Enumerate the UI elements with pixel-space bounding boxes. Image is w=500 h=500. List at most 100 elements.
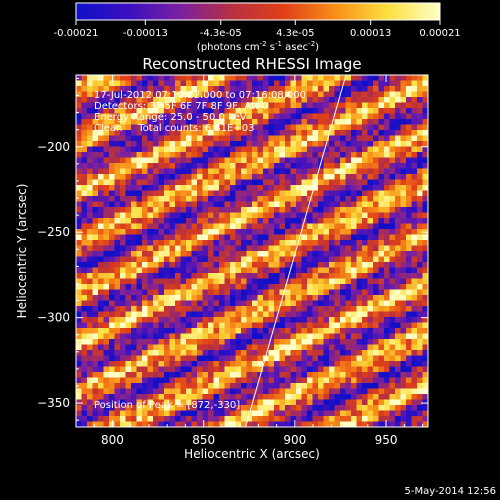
heatmap-cell [224, 223, 231, 230]
heatmap-cell [76, 405, 82, 411]
heatmap-cell [406, 119, 412, 125]
heatmap-cell [400, 223, 407, 230]
heatmap-cell [136, 86, 143, 92]
heatmap-cell [87, 146, 93, 153]
heatmap-cell [98, 289, 104, 296]
heatmap-cell [422, 185, 428, 191]
heatmap-cell [109, 394, 115, 400]
heatmap-cell [103, 256, 110, 263]
heatmap-cell [356, 421, 363, 427]
heatmap-cell [235, 267, 242, 274]
heatmap-cell [224, 218, 231, 224]
heatmap-cell [340, 108, 346, 114]
heatmap-cell [367, 273, 374, 279]
heatmap-cell [329, 388, 335, 395]
heatmap-cell [246, 218, 253, 224]
heatmap-cell [263, 229, 269, 235]
heatmap-cell [351, 295, 357, 301]
heatmap-cell [400, 240, 407, 246]
heatmap-cell [285, 344, 291, 351]
heatmap-cell [356, 240, 363, 246]
heatmap-cell [257, 300, 264, 307]
heatmap-cell [103, 344, 110, 351]
heatmap-cell [197, 388, 203, 395]
heatmap-cell [125, 388, 132, 395]
heatmap-cell [263, 284, 269, 290]
heatmap-cell [147, 201, 154, 208]
heatmap-cell [235, 289, 242, 296]
heatmap-cell [362, 174, 368, 180]
heatmap-cell [373, 300, 379, 307]
heatmap-cell [307, 240, 313, 246]
heatmap-cell [224, 146, 231, 153]
heatmap-cell [345, 207, 352, 213]
heatmap-cell [153, 416, 159, 422]
heatmap-cell [246, 190, 253, 197]
heatmap-cell [290, 245, 297, 252]
heatmap-cell [81, 410, 88, 417]
heatmap-cell [186, 333, 192, 340]
heatmap-cell [164, 322, 170, 329]
heatmap-cell [395, 152, 401, 158]
heatmap-cell [274, 163, 280, 169]
heatmap-cell [114, 108, 121, 114]
heatmap-cell [164, 212, 170, 219]
heatmap-cell [400, 421, 407, 427]
heatmap-cell [312, 119, 319, 125]
heatmap-cell [312, 311, 319, 318]
heatmap-cell [241, 108, 247, 114]
heatmap-cell [197, 152, 203, 158]
heatmap-cell [263, 163, 269, 169]
heatmap-cell [142, 339, 148, 345]
heatmap-cell [263, 152, 269, 158]
heatmap-cell [81, 212, 88, 219]
heatmap-cell [224, 289, 231, 296]
heatmap-cell [219, 306, 225, 312]
heatmap-cell [400, 317, 407, 323]
heatmap-cell [367, 372, 374, 378]
heatmap-cell [224, 278, 231, 285]
heatmap-cell [103, 141, 110, 147]
heatmap-cell [191, 278, 198, 285]
heatmap-cell [384, 317, 390, 323]
heatmap-cell [296, 251, 302, 257]
heatmap-cell [367, 245, 374, 252]
heatmap-cell [252, 102, 258, 109]
heatmap-cell [241, 119, 247, 125]
heatmap-cell [411, 284, 418, 290]
heatmap-cell [422, 278, 428, 285]
heatmap-cell [263, 289, 269, 296]
y-axis-ticks: −200−250−300−350 [37, 77, 428, 421]
heatmap-cell [296, 91, 302, 98]
heatmap-cell [235, 284, 242, 290]
heatmap-cell [340, 328, 346, 334]
heatmap-cell [197, 267, 203, 274]
heatmap-cell [362, 339, 368, 345]
heatmap-cell [378, 229, 385, 235]
heatmap-cell [147, 207, 154, 213]
heatmap-cell [334, 207, 341, 213]
heatmap-cell [87, 157, 93, 164]
heatmap-cell [202, 190, 209, 197]
heatmap-cell [103, 119, 110, 125]
heatmap-cell [180, 416, 187, 422]
heatmap-cell [109, 163, 115, 169]
heatmap-cell [312, 223, 319, 230]
heatmap-cell [241, 201, 247, 208]
heatmap-cell [114, 317, 121, 323]
heatmap-cell [136, 289, 143, 296]
heatmap-cell [268, 80, 275, 87]
heatmap-cell [318, 317, 324, 323]
heatmap-cell [362, 284, 368, 290]
heatmap-cell [109, 377, 115, 384]
heatmap-cell [274, 361, 280, 367]
heatmap-cell [362, 317, 368, 323]
heatmap-cell [197, 130, 203, 136]
heatmap-cell [169, 399, 176, 406]
heatmap-cell [290, 306, 297, 312]
heatmap-cell [230, 322, 236, 329]
heatmap-cell [411, 179, 418, 186]
heatmap-cell [120, 267, 126, 274]
heatmap-cell [395, 416, 401, 422]
heatmap-cell [246, 278, 253, 285]
